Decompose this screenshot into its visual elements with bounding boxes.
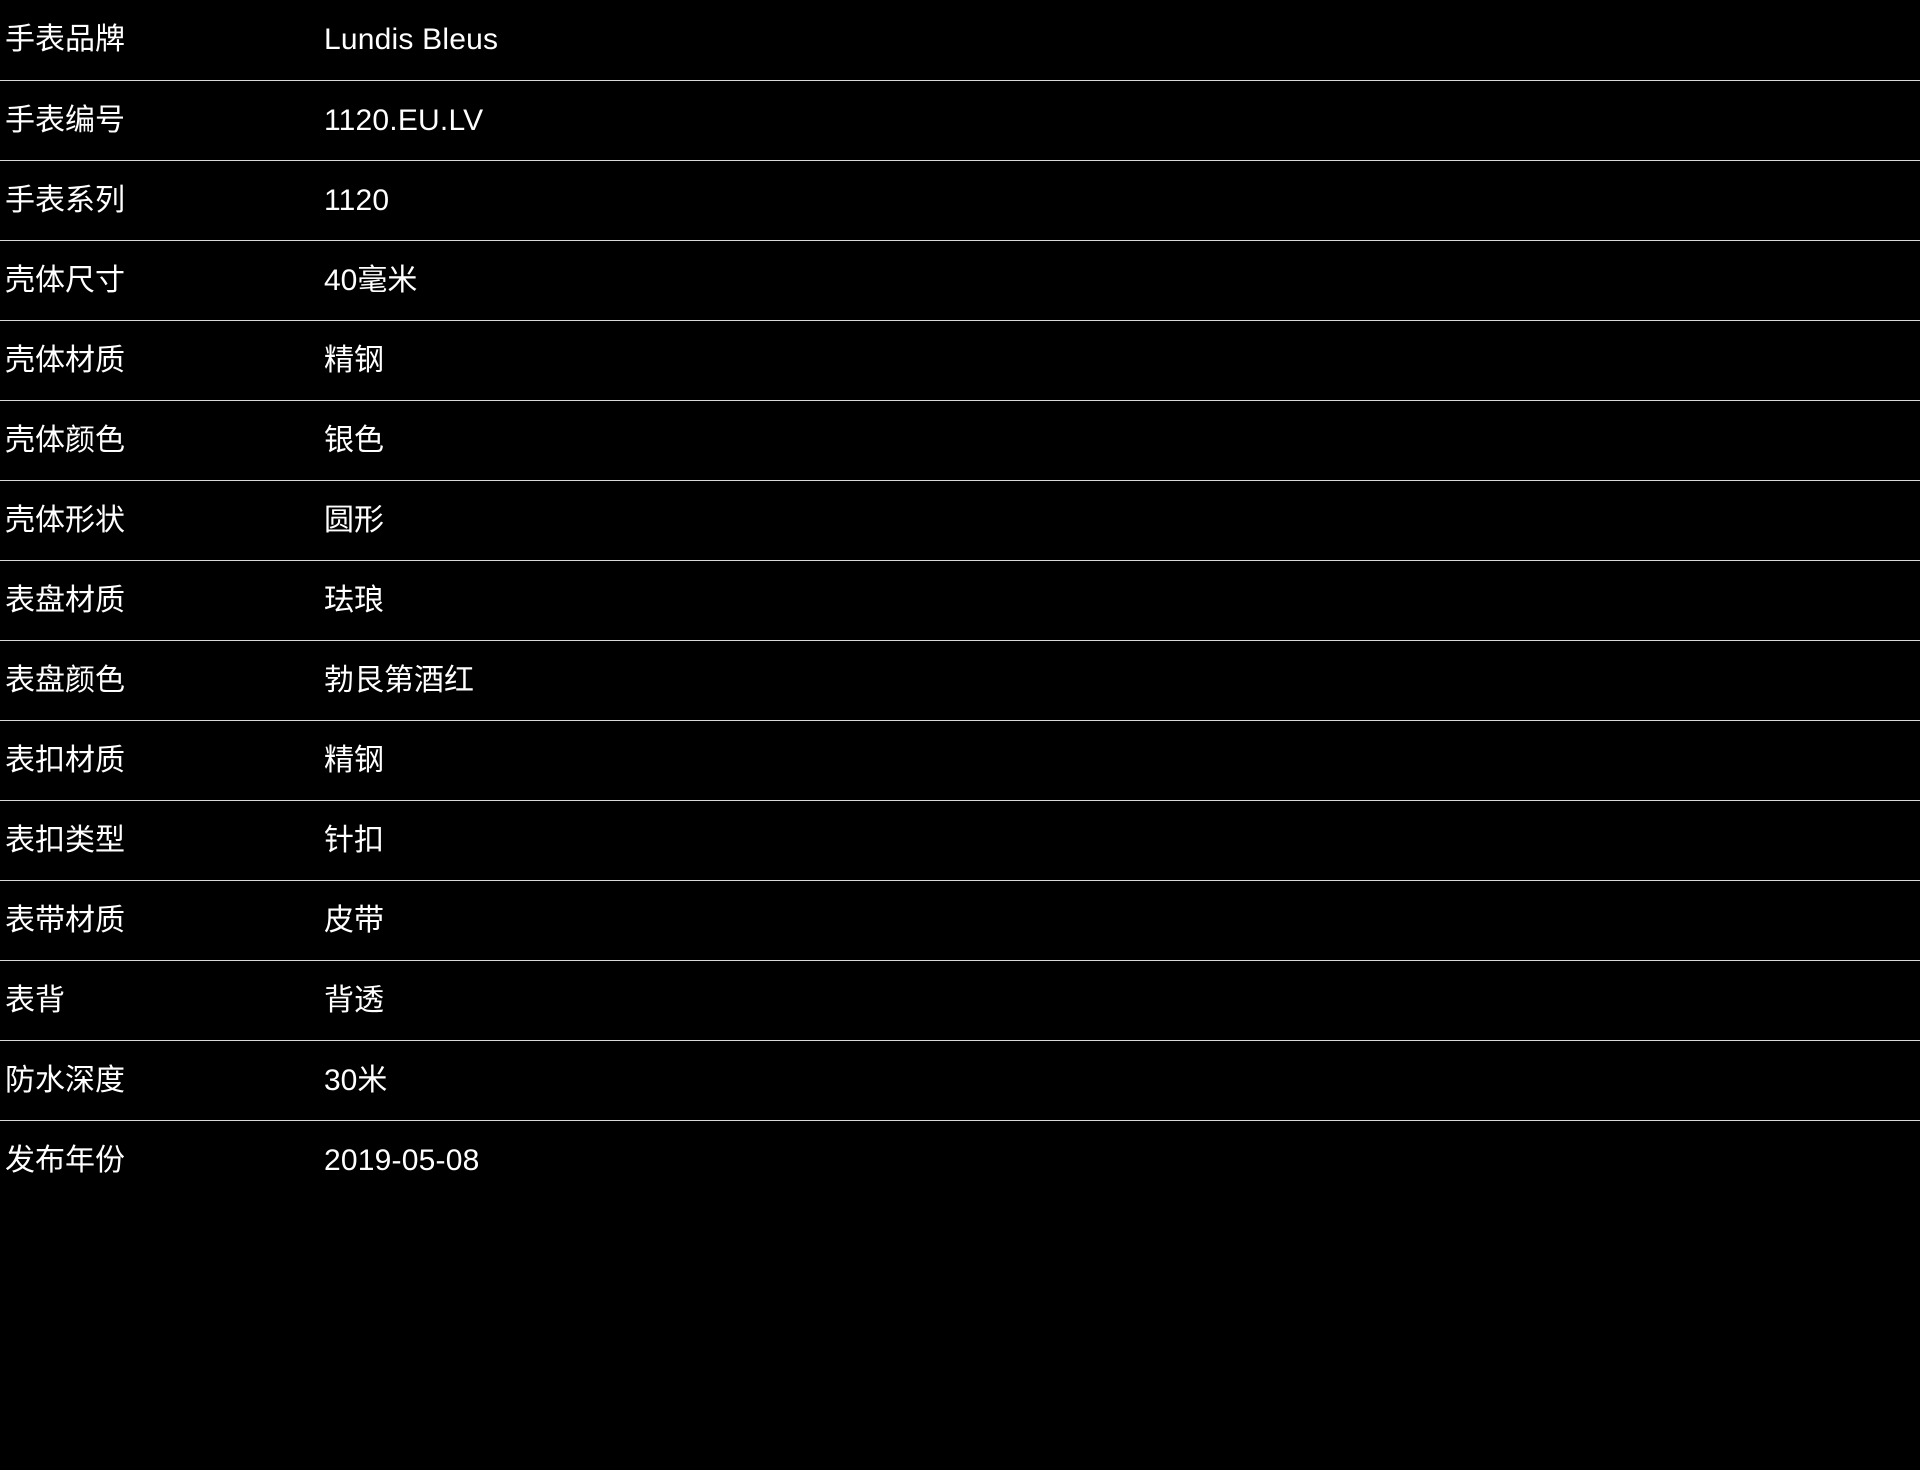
spec-value: 精钢 [324,343,384,377]
spec-label: 表盘颜色 [5,663,125,697]
spec-label: 表扣材质 [5,743,125,777]
spec-label: 手表系列 [5,183,125,217]
spec-row: 防水深度 30米 [0,1040,1920,1120]
spec-row: 表扣材质 精钢 [0,720,1920,800]
spec-row: 发布年份 2019-05-08 [0,1120,1920,1200]
spec-label: 壳体形状 [5,503,125,537]
spec-row: 壳体材质 精钢 [0,320,1920,400]
spec-value: 精钢 [324,743,384,777]
spec-row: 手表系列 1120 [0,160,1920,240]
spec-row: 表扣类型 针扣 [0,800,1920,880]
spec-label: 表扣类型 [5,823,125,857]
spec-row: 表背 背透 [0,960,1920,1040]
spec-row: 表盘颜色 勃艮第酒红 [0,640,1920,720]
spec-row: 表带材质 皮带 [0,880,1920,960]
spec-value: 30米 [324,1063,388,1097]
spec-label: 壳体尺寸 [5,263,125,297]
spec-row: 表盘材质 珐琅 [0,560,1920,640]
spec-row: 手表品牌 Lundis Bleus [0,0,1920,80]
spec-label: 壳体材质 [5,343,125,377]
spec-value: 1120.EU.LV [324,103,484,137]
spec-value: 1120 [324,183,390,217]
spec-row: 手表编号 1120.EU.LV [0,80,1920,160]
spec-label: 发布年份 [5,1143,125,1177]
spec-label: 手表品牌 [5,23,125,56]
spec-label: 手表编号 [5,103,125,137]
spec-value: 勃艮第酒红 [324,663,474,697]
spec-value: 背透 [324,983,384,1017]
spec-row: 壳体尺寸 40毫米 [0,240,1920,320]
spec-label: 壳体颜色 [5,423,125,457]
spec-value: 皮带 [324,903,384,937]
spec-label: 防水深度 [5,1063,125,1097]
spec-value: 珐琅 [324,583,384,617]
spec-value: 圆形 [324,503,384,537]
spec-value: Lundis Bleus [324,23,499,56]
spec-value: 针扣 [324,823,384,857]
spec-row: 壳体形状 圆形 [0,480,1920,560]
spec-label: 表背 [5,983,65,1017]
spec-label: 表带材质 [5,903,125,937]
spec-label: 表盘材质 [5,583,125,617]
spec-value: 40毫米 [324,263,418,297]
spec-value: 银色 [324,423,384,457]
spec-value: 2019-05-08 [324,1143,480,1177]
spec-row: 壳体颜色 银色 [0,400,1920,480]
